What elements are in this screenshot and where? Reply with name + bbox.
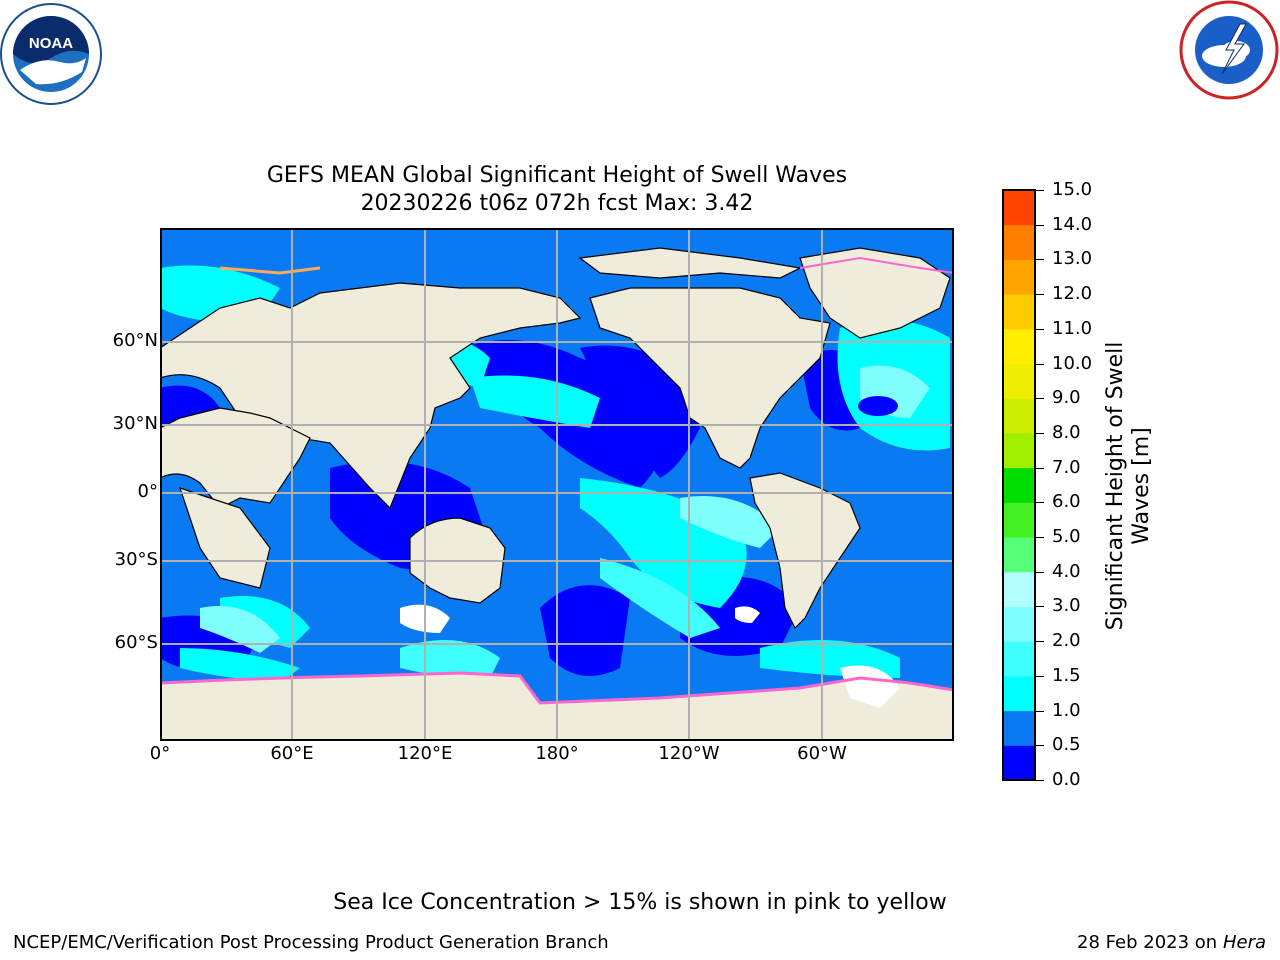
colorbar-tick: 4.0 xyxy=(1052,560,1081,582)
noaa-logo-text: NOAA xyxy=(29,35,73,52)
colorbar-tick: 15.0 xyxy=(1052,179,1093,200)
colorbar-segment xyxy=(1003,537,1035,573)
colorbar-tick: 6.0 xyxy=(1052,491,1081,513)
map-plot xyxy=(160,228,954,741)
colorbar-segment xyxy=(1003,745,1035,781)
lon-tick: 0° xyxy=(149,743,171,764)
colorbar-tick-mark xyxy=(1036,398,1044,400)
colorbar-tick-mark xyxy=(1036,363,1044,365)
lon-tick: 120°W xyxy=(658,743,720,764)
colorbar-segment xyxy=(1003,328,1035,365)
lon-tick: 60°W xyxy=(797,743,847,764)
lat-tick: 60°N xyxy=(112,330,158,351)
swell-band xyxy=(470,375,600,428)
colorbar-segment xyxy=(1003,710,1035,746)
colorbar-label: Significant Height of Swell Waves [m] xyxy=(1103,341,1154,631)
sea-ice-edge xyxy=(160,671,954,705)
lat-tick: 0° xyxy=(137,481,158,502)
colorbar-tick-mark xyxy=(1036,710,1044,712)
sea-ice-note: Sea Ice Concentration > 15% is shown in … xyxy=(333,890,947,915)
colorbar-tick: 8.0 xyxy=(1052,421,1081,443)
colorbar-segment xyxy=(1003,190,1035,226)
colorbar xyxy=(1002,189,1036,781)
footer-date-text: 28 Feb 2023 on xyxy=(1077,932,1218,953)
colorbar-tick-mark xyxy=(1036,432,1044,434)
lat-tick: 60°S xyxy=(114,632,158,653)
colorbar-tick-mark xyxy=(1036,467,1044,469)
colorbar-tick: 1.5 xyxy=(1052,664,1081,686)
colorbar-tick-mark xyxy=(1036,328,1044,330)
colorbar-tick: 1.0 xyxy=(1052,699,1081,721)
colorbar-tick-mark xyxy=(1036,224,1044,226)
colorbar-tick-mark xyxy=(1036,259,1044,261)
colorbar-tick: 0.0 xyxy=(1052,769,1081,790)
colorbar-tick-mark xyxy=(1036,606,1044,608)
colorbar-tick: 7.0 xyxy=(1052,456,1081,478)
colorbar-tick: 10.0 xyxy=(1052,352,1093,374)
map-title-line2: 20230226 t06z 072h fcst Max: 3.42 xyxy=(360,191,754,216)
colorbar-tick: 14.0 xyxy=(1052,213,1093,235)
colorbar-segment xyxy=(1003,467,1035,503)
lat-tick: 30°S xyxy=(114,549,158,570)
colorbar-tick: 3.0 xyxy=(1052,595,1081,617)
colorbar-tick-mark xyxy=(1036,780,1044,781)
colorbar-tick: 12.0 xyxy=(1052,283,1093,305)
footer-credit: NCEP/EMC/Verification Post Processing Pr… xyxy=(13,932,609,953)
map-title-line1: GEFS MEAN Global Significant Height of S… xyxy=(266,163,848,188)
colorbar-tick-mark xyxy=(1036,745,1044,747)
colorbar-tick-mark xyxy=(1036,641,1044,643)
colorbar-segment xyxy=(1003,675,1035,712)
lon-tick: 180° xyxy=(535,743,579,764)
colorbar-segment xyxy=(1003,502,1035,538)
footer-machine: Hera xyxy=(1222,932,1266,953)
colorbar-segment xyxy=(1003,606,1035,642)
lon-tick: 60°E xyxy=(270,743,314,764)
colorbar-tick: 2.0 xyxy=(1052,630,1081,652)
colorbar-tick: 13.0 xyxy=(1052,248,1093,270)
colorbar-segment xyxy=(1003,259,1035,295)
colorbar-segment xyxy=(1003,224,1035,260)
lon-tick: 120°E xyxy=(397,743,453,764)
colorbar-tick-mark xyxy=(1036,294,1044,296)
colorbar-tick-mark xyxy=(1036,675,1044,677)
colorbar-segment xyxy=(1003,571,1035,607)
colorbar-tick: 11.0 xyxy=(1052,317,1093,339)
colorbar-tick-mark xyxy=(1036,537,1044,539)
colorbar-tick: 0.5 xyxy=(1052,734,1081,756)
colorbar-segment xyxy=(1003,641,1035,677)
colorbar-tick: 5.0 xyxy=(1052,526,1081,548)
colorbar-segment xyxy=(1003,363,1035,399)
colorbar-segment xyxy=(1003,432,1035,469)
colorbar-tick-mark xyxy=(1036,190,1044,191)
colorbar-segment xyxy=(1003,398,1035,434)
colorbar-tick: 9.0 xyxy=(1052,387,1081,409)
colorbar-tick-mark xyxy=(1036,502,1044,504)
colorbar-tick-mark xyxy=(1036,571,1044,573)
nws-logo xyxy=(1178,0,1280,100)
colorbar-segment xyxy=(1003,294,1035,330)
noaa-logo: NOAA xyxy=(0,0,102,108)
map-grid xyxy=(160,228,954,741)
lat-tick: 30°N xyxy=(112,413,158,434)
footer-date: 28 Feb 2023 on Hera xyxy=(1077,932,1266,953)
